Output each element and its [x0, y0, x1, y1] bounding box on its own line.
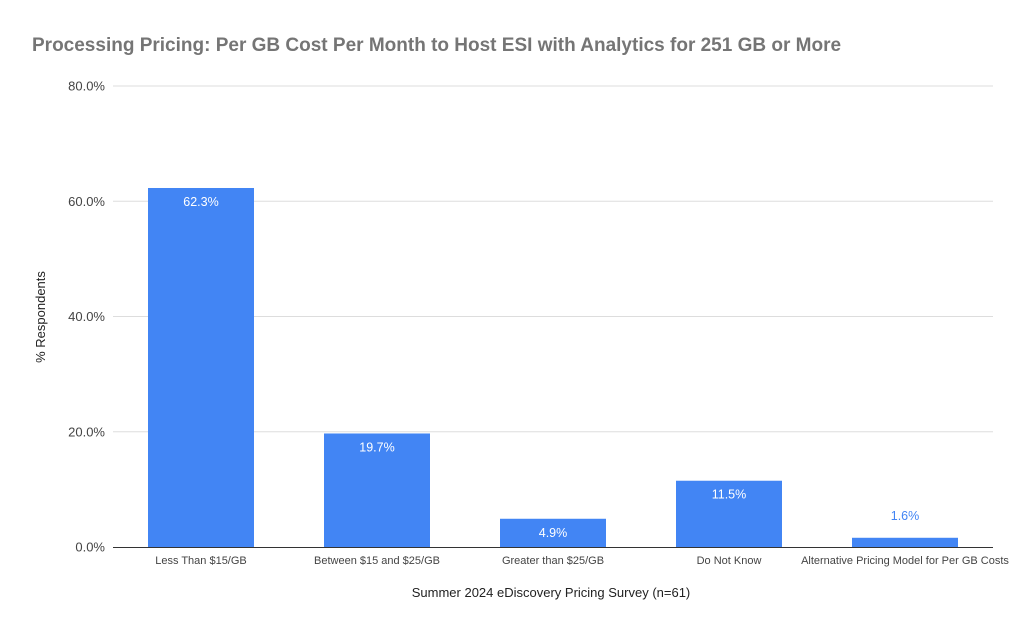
y-axis-ticks: 0.0% 20.0% 40.0% 60.0% 80.0%: [68, 79, 105, 555]
y-tick-label: 80.0%: [68, 79, 105, 94]
data-label: 11.5%: [712, 488, 747, 502]
gridlines: [113, 85, 993, 433]
bar: [852, 537, 958, 547]
data-label: 4.9%: [539, 526, 568, 540]
x-tick-label: Less Than $15/GB: [155, 555, 247, 567]
data-labels: 62.3% 19.7% 4.9% 11.5% 1.6%: [183, 195, 919, 540]
x-tick-label: Do Not Know: [697, 555, 762, 567]
bar: [500, 518, 606, 547]
y-tick-label: 40.0%: [68, 309, 105, 324]
x-tick-label: Between $15 and $25/GB: [314, 555, 440, 567]
bars: [148, 187, 958, 547]
bar: [148, 187, 254, 547]
x-tick-label: Alternative Pricing Model for Per GB Cos…: [801, 555, 1009, 567]
data-label: 62.3%: [183, 195, 218, 209]
y-tick-label: 60.0%: [68, 194, 105, 209]
data-label: 1.6%: [891, 509, 920, 523]
y-tick-label: 0.0%: [75, 540, 105, 555]
y-tick-label: 20.0%: [68, 424, 105, 439]
y-axis-title: % Respondents: [33, 271, 48, 363]
bar: [676, 480, 782, 547]
bar: [324, 433, 430, 547]
data-label: 19.7%: [359, 440, 394, 454]
x-axis-categories: Less Than $15/GB Between $15 and $25/GB Gr…: [155, 555, 1009, 567]
x-axis-title: Summer 2024 eDiscovery Pricing Survey (n…: [412, 585, 691, 600]
x-tick-label: Greater than $25/GB: [502, 555, 604, 567]
chart-title: Processing Pricing: Per GB Cost Per Mont…: [32, 35, 841, 56]
